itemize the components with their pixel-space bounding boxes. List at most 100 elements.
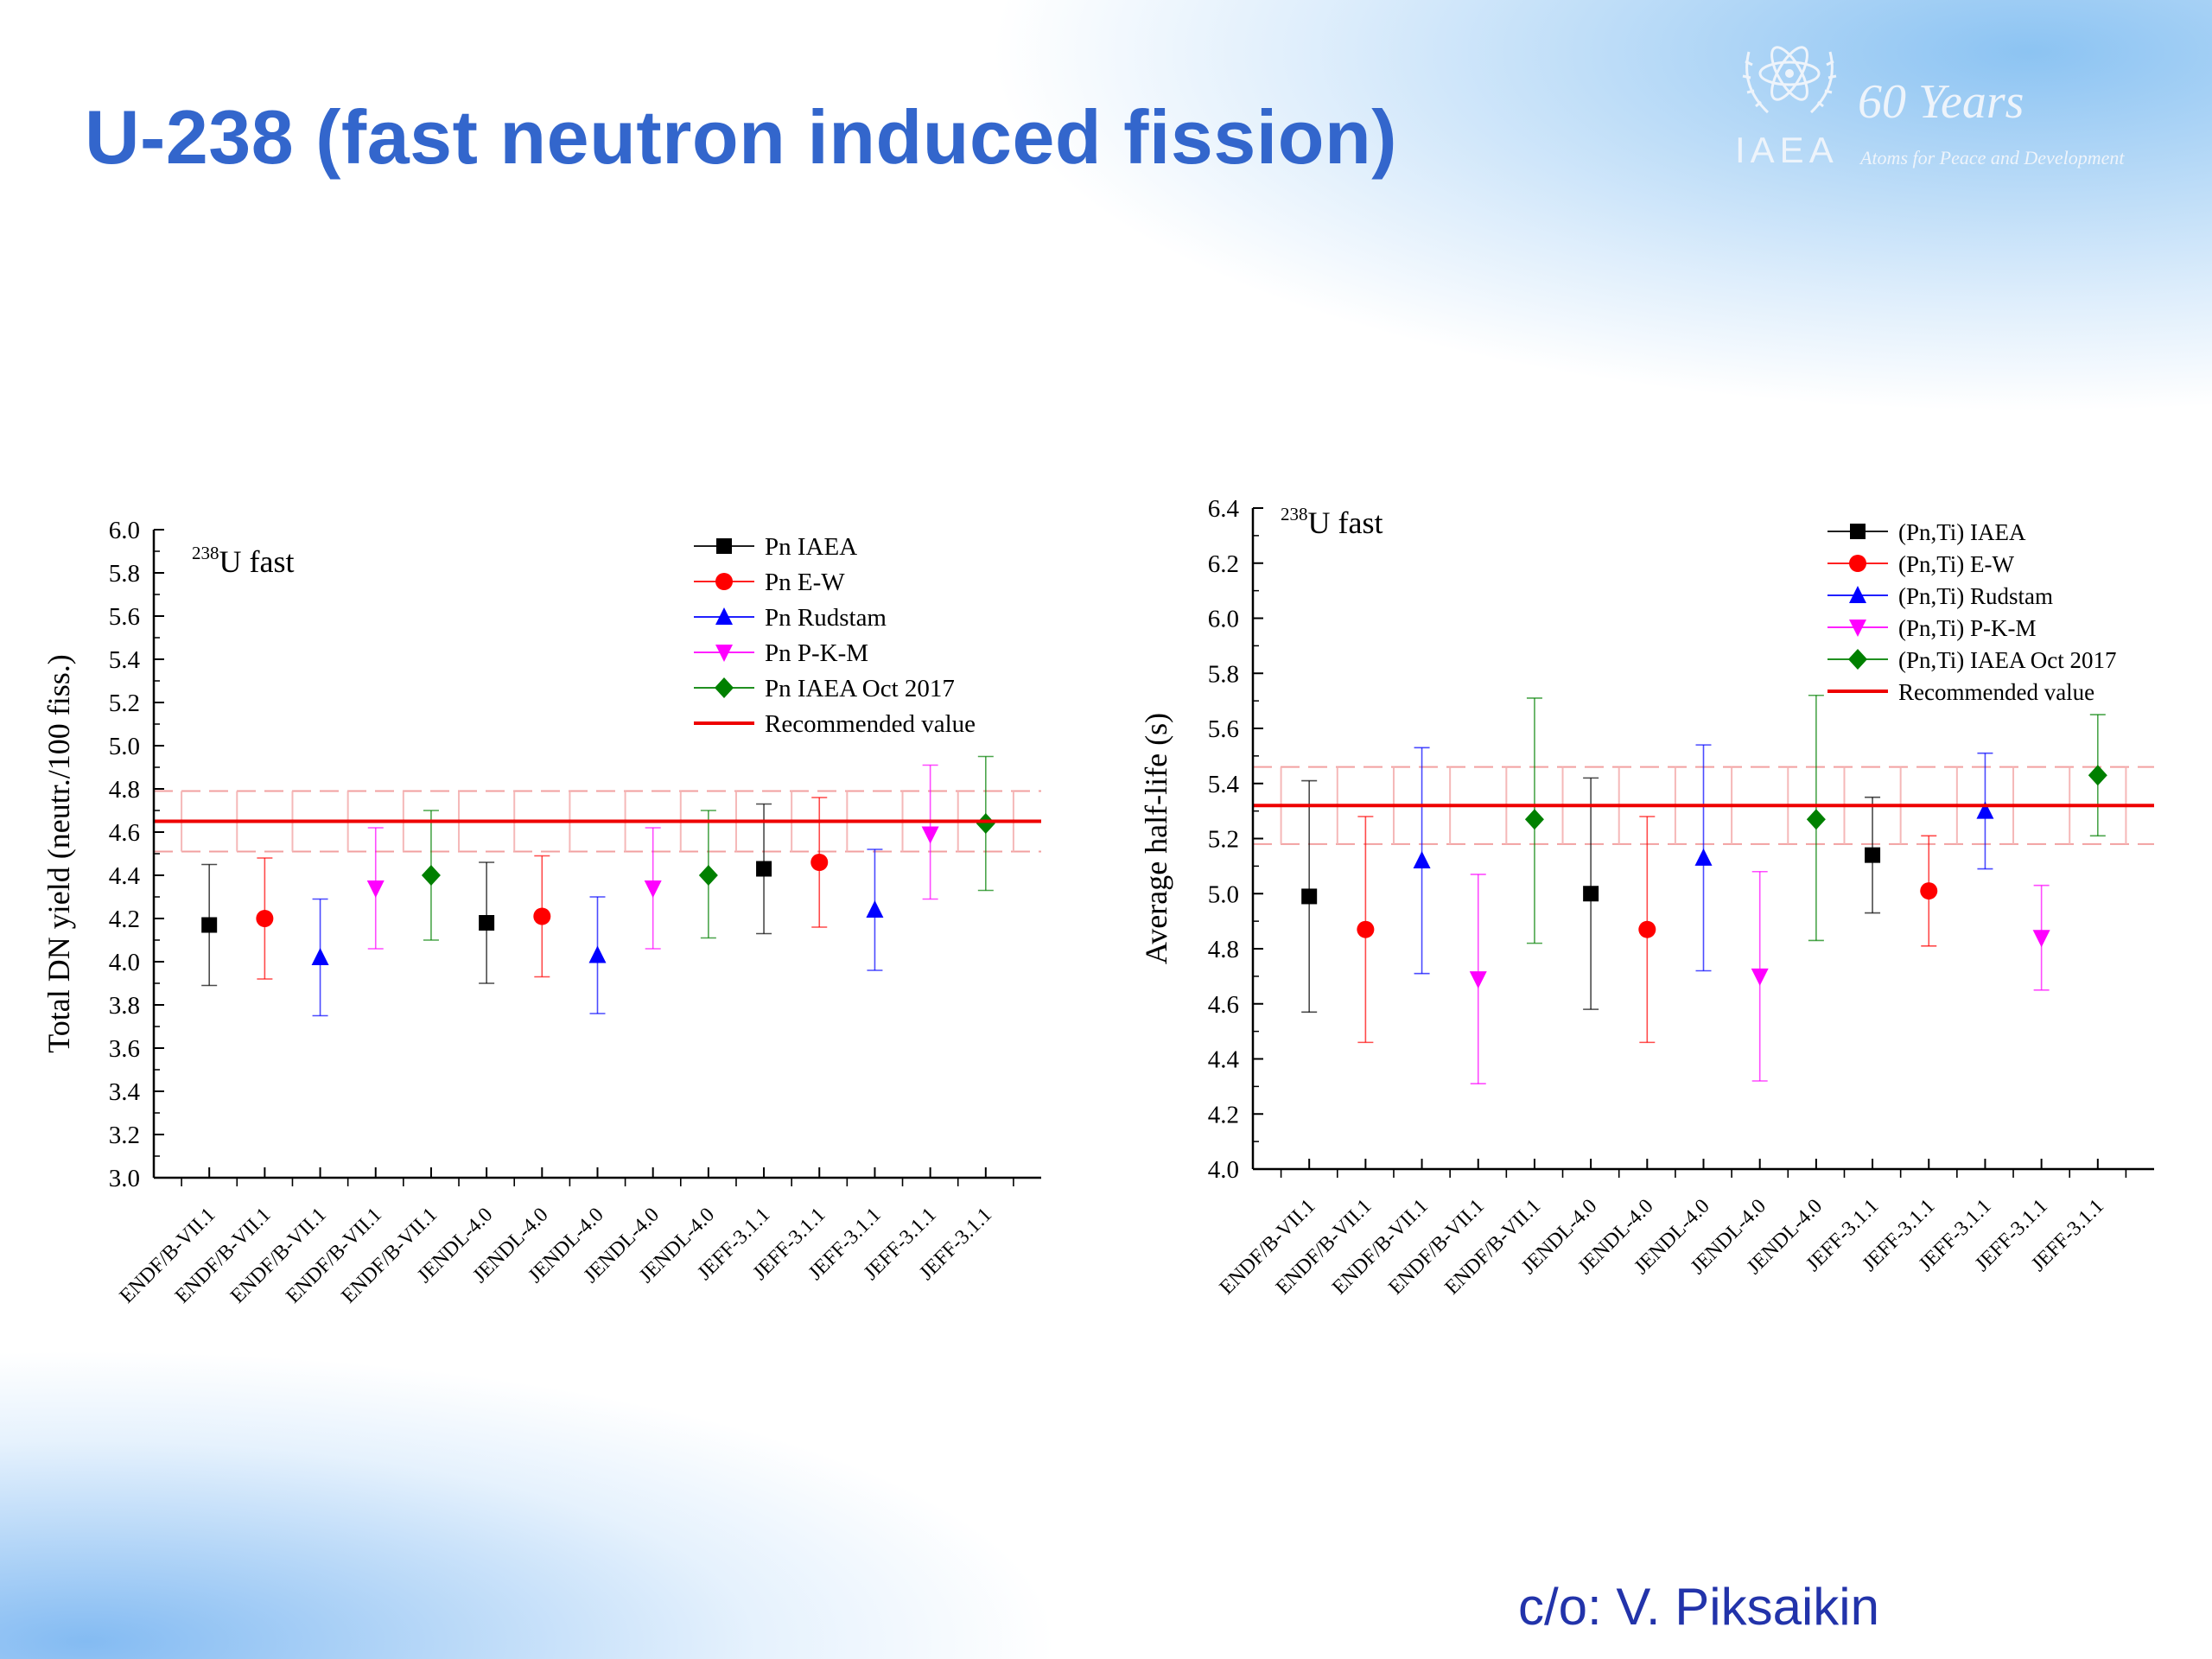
legend-label: Pn IAEA Oct 2017 — [765, 675, 955, 702]
legend-marker — [715, 607, 733, 625]
legend-marker — [715, 573, 733, 590]
data-point — [2088, 765, 2107, 786]
y-tick-label: 5.8 — [1208, 660, 1239, 688]
legend-marker — [1849, 620, 1866, 637]
y-tick-label: 4.4 — [1208, 1046, 1240, 1074]
y-tick-label: 5.0 — [109, 733, 140, 760]
legend-entry: (Pn,Ti) E-W — [1827, 551, 2015, 577]
dn-yield-chart: 3.0 3.2 3.4 3.6 3.8 4.0 4.2 4.4 4.6 4.8 5.0 5.2 5.4 5… — [41, 517, 1041, 1308]
legend-label: Pn P-K-M — [765, 639, 868, 667]
data-point — [201, 917, 218, 933]
data-point — [921, 826, 939, 844]
slide-title: U-238 (fast neutron induced fission) — [85, 94, 1398, 180]
y-tick-label: 5.8 — [109, 560, 140, 588]
y-tick-label: 6.4 — [1208, 495, 1240, 523]
y-axis-label: Average half-life (s) — [1139, 713, 1173, 964]
data-point — [256, 910, 274, 927]
series-1 — [1357, 816, 1938, 1044]
logo-tagline-text: Atoms for Peace and Development — [1860, 147, 2125, 168]
legend-label: Pn E-W — [765, 569, 845, 596]
x-tick-label: ENDF/B-VII.1 — [1216, 1195, 1320, 1300]
series-0 — [201, 803, 772, 987]
data-point — [1751, 968, 1769, 986]
y-tick-label: 4.8 — [109, 776, 140, 804]
logo-org-text: IAEA — [1735, 130, 1839, 170]
data-point — [1583, 886, 1599, 902]
data-point — [533, 907, 551, 925]
legend-marker — [715, 677, 734, 698]
y-tick-label: 5.2 — [1208, 826, 1239, 854]
data-point — [1638, 920, 1656, 938]
y-tick-label: 3.4 — [109, 1078, 141, 1106]
data-point — [1806, 809, 1826, 830]
y-tick-label: 4.8 — [1208, 936, 1239, 963]
legend-entry: (Pn,Ti) IAEA Oct 2017 — [1827, 647, 2117, 673]
y-tick-label: 5.0 — [1208, 880, 1239, 908]
y-tick-label: 3.0 — [109, 1165, 140, 1192]
series-2 — [1413, 744, 1994, 975]
y-tick-label: 4.0 — [109, 949, 140, 976]
legend-entry: (Pn,Ti) IAEA — [1827, 519, 2026, 545]
series-4 — [1524, 694, 2107, 944]
series-3 — [1469, 870, 2050, 1084]
legend-entry: (Pn,Ti) Rudstam — [1827, 583, 2053, 609]
annotation-mass: 238 — [1281, 504, 1308, 524]
y-tick-label: 4.6 — [1208, 991, 1239, 1019]
legend: (Pn,Ti) IAEA (Pn,Ti) E-W (Pn,Ti) Rudstam (P… — [1827, 519, 2117, 705]
y-tick-label: 3.2 — [109, 1122, 140, 1149]
data-point — [644, 880, 662, 898]
annotation-text: U fast — [219, 544, 295, 579]
legend-label: (Pn,Ti) IAEA — [1898, 519, 2026, 545]
y-tick-label: 5.6 — [1208, 715, 1239, 743]
y-tick-label: 3.8 — [109, 992, 140, 1020]
data-point — [1865, 847, 1881, 863]
legend-label: (Pn,Ti) E-W — [1898, 551, 2015, 577]
legend-label: Pn Rudstam — [765, 604, 887, 632]
data-point — [479, 915, 495, 931]
x-tick-label: ENDF/B-VII.1 — [338, 1204, 442, 1308]
data-point — [1301, 888, 1318, 905]
y-tick-label: 4.4 — [109, 862, 141, 890]
y-tick-label: 5.2 — [109, 690, 140, 717]
series-3 — [366, 764, 939, 950]
data-point — [1469, 971, 1487, 989]
y-tick-label: 4.6 — [109, 819, 140, 847]
legend-marker — [1848, 649, 1867, 670]
legend-marker — [1849, 586, 1866, 603]
y-tick-label: 5.4 — [1208, 771, 1240, 798]
y-tick-label: 5.6 — [109, 603, 140, 631]
data-point — [1524, 809, 1544, 830]
series-0 — [1301, 777, 1881, 1014]
legend-marker — [1849, 555, 1866, 572]
annotation-text: U fast — [1308, 505, 1383, 540]
chart-annotation: 238U fast — [192, 543, 294, 579]
legend-entry: (Pn,Ti) P-K-M — [1827, 615, 2037, 641]
legend: Pn IAEA Pn E-W Pn Rudstam Pn P-K-M Pn IAEA O… — [694, 533, 976, 738]
y-tick-label: 4.2 — [1208, 1101, 1239, 1128]
x-tick-label: ENDF/B-VII.1 — [171, 1204, 276, 1308]
data-point — [1413, 851, 1431, 868]
y-tick-label: 6.2 — [1208, 550, 1239, 578]
data-point — [2032, 930, 2050, 948]
y-tick-label: 4.2 — [109, 906, 140, 933]
data-point — [1976, 801, 1994, 819]
credit-text: c/o: V. Piksaikin — [1518, 1578, 1879, 1636]
y-tick-label: 6.0 — [109, 517, 140, 544]
series-4 — [421, 755, 995, 941]
data-point — [1920, 882, 1938, 900]
legend-label: (Pn,Ti) IAEA Oct 2017 — [1898, 647, 2117, 673]
legend-label: Pn IAEA — [765, 533, 857, 561]
series-1 — [256, 797, 829, 980]
data-point — [588, 945, 607, 963]
legend-label: Recommended value — [1898, 679, 2094, 705]
iaea-emblem-icon — [1742, 46, 1837, 114]
y-tick-label: 6.0 — [1208, 606, 1239, 633]
legend-marker — [715, 645, 733, 662]
legend-marker — [1850, 524, 1866, 539]
data-point — [698, 865, 718, 886]
logo-years-text: 60 Years — [1858, 75, 2024, 129]
x-tick-label: ENDF/B-VII.1 — [282, 1204, 386, 1308]
legend-entry: Recommended value — [694, 710, 976, 738]
data-point — [421, 865, 441, 886]
chart-annotation: 238U fast — [1281, 504, 1382, 540]
